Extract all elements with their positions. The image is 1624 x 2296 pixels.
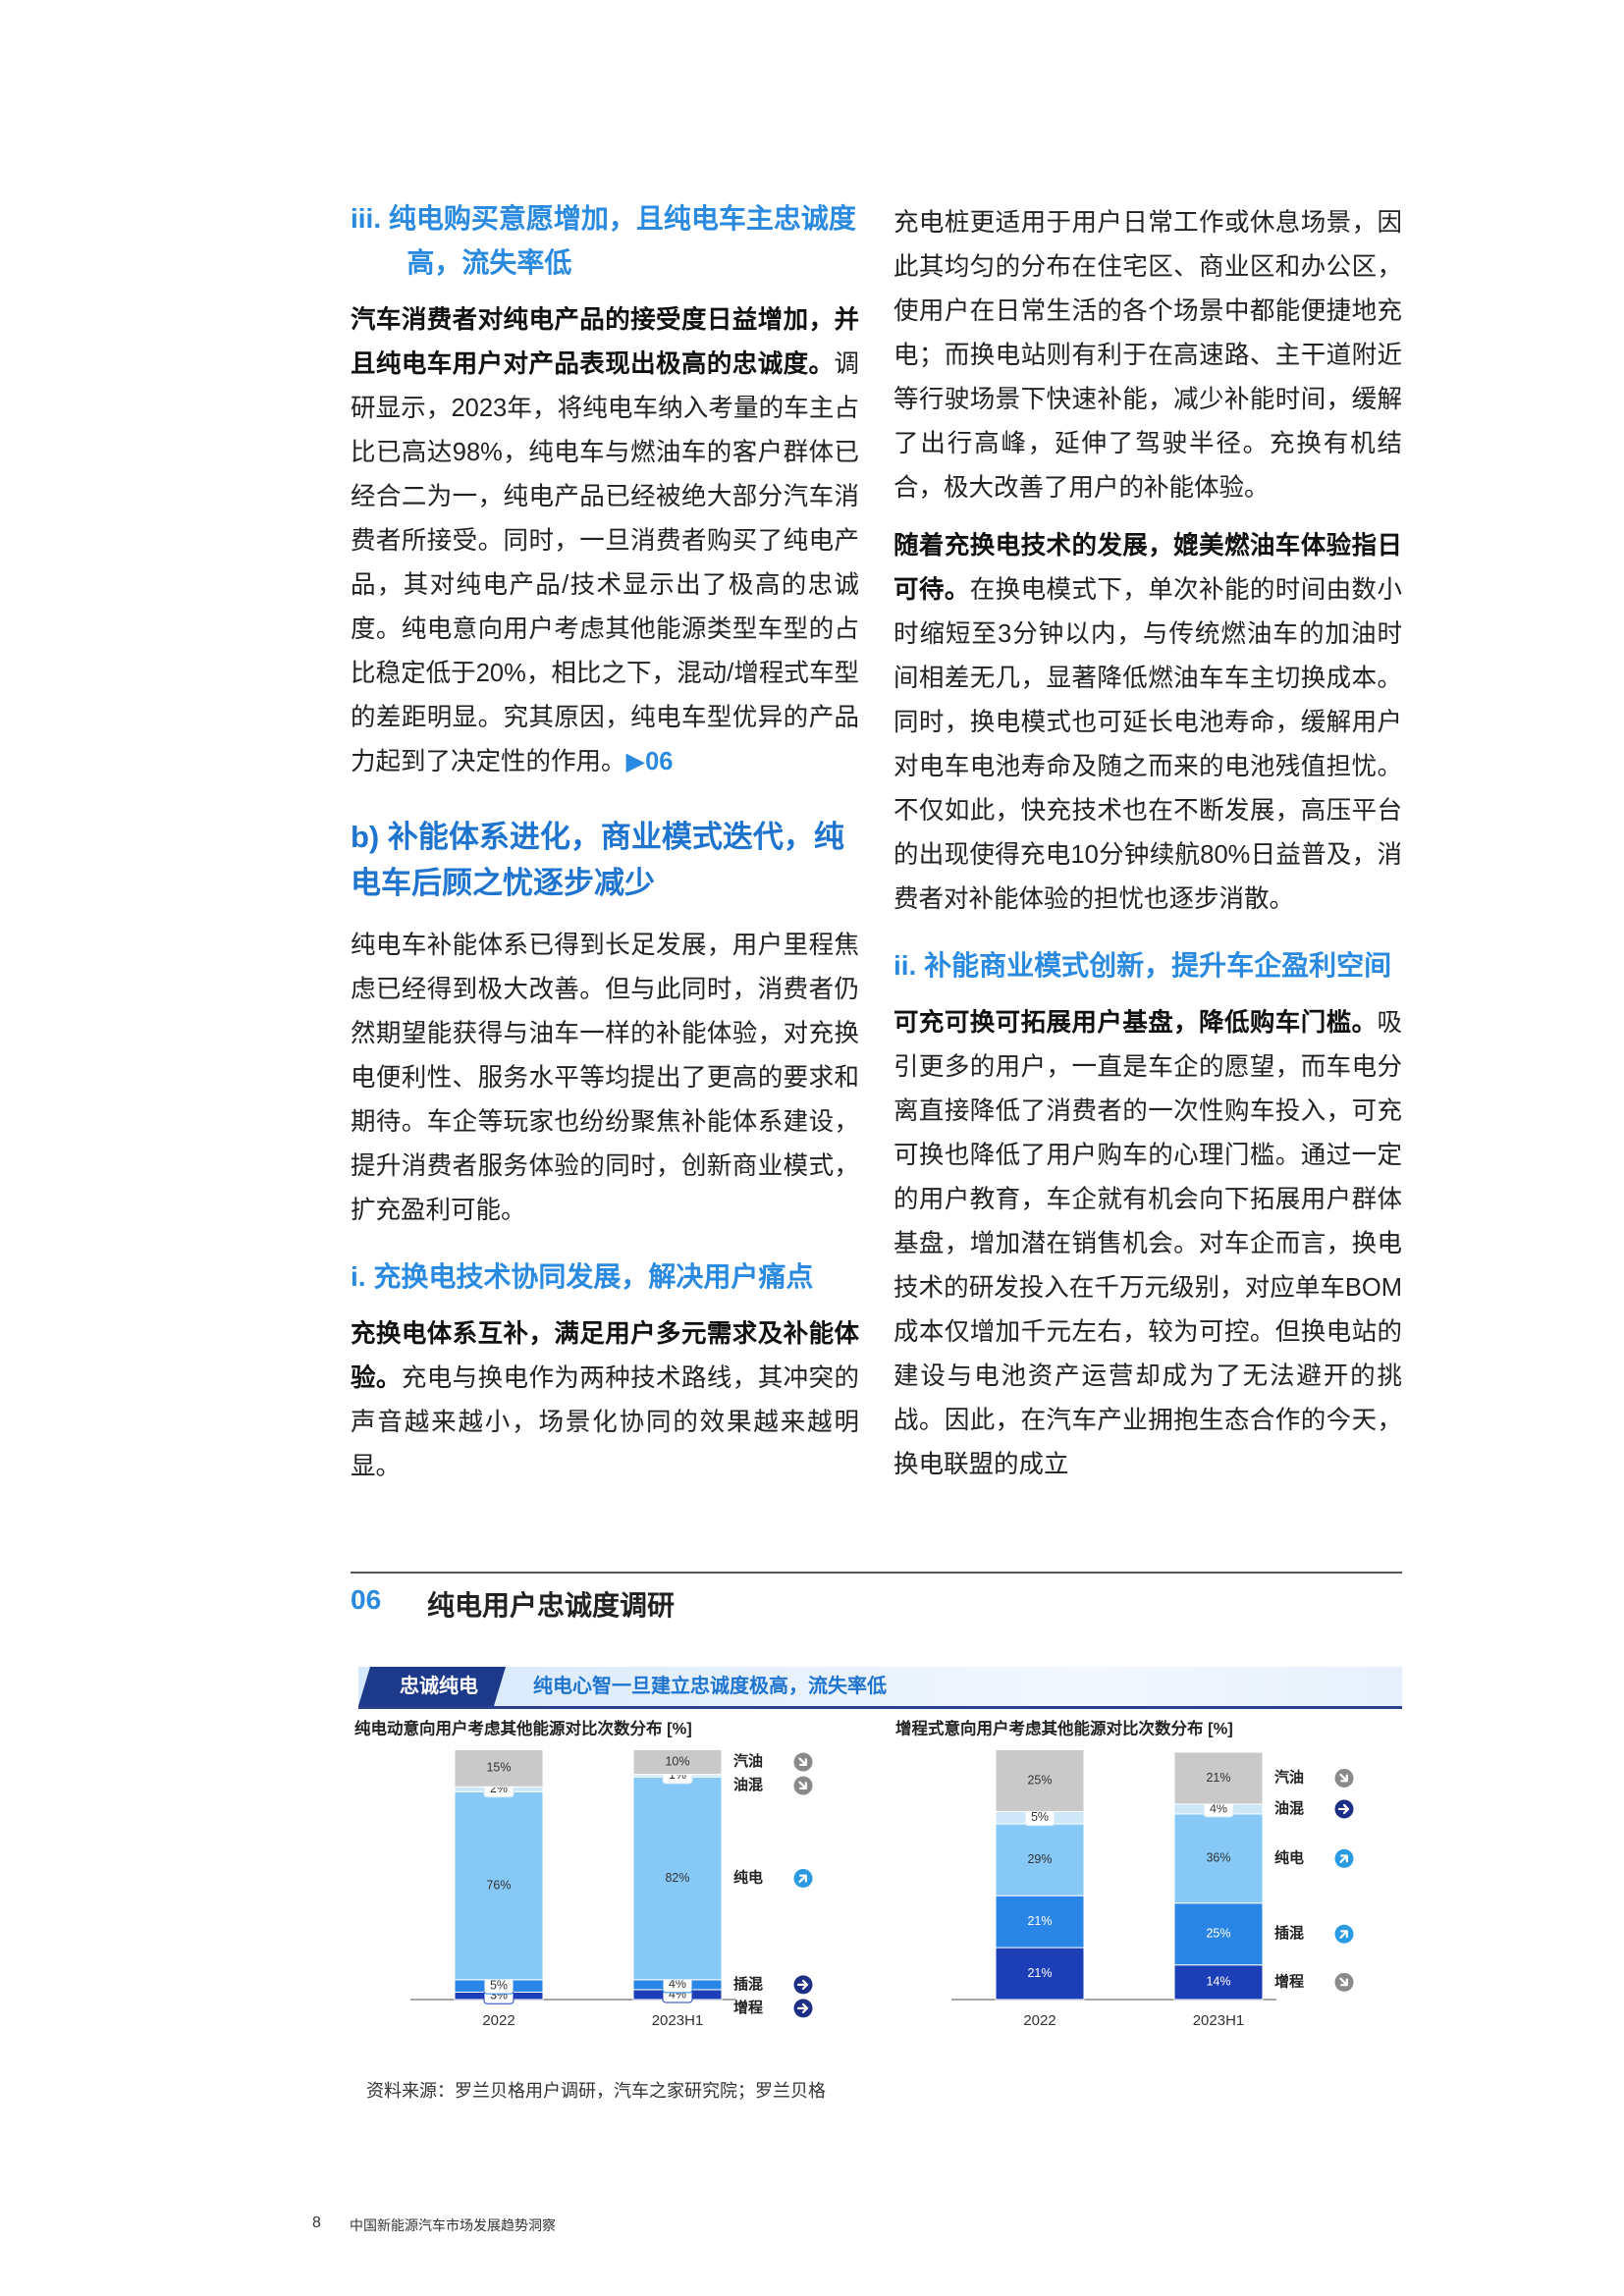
value-label: 36% xyxy=(1206,1851,1230,1865)
figure-title: 纯电用户忠诚度调研 xyxy=(427,1590,676,1621)
value-label: 5% xyxy=(1031,1810,1049,1824)
trend-arrow xyxy=(798,1874,807,1884)
paragraph: 充电桩更适用于用户日常工作或休息场景，因此其均匀的分布在住宅区、商业区和办公区，… xyxy=(893,201,1402,510)
legend-label: 油混 xyxy=(733,1776,763,1793)
page-number: 8 xyxy=(312,2215,321,2231)
charts: 纯电动意向用户考虑其他能源对比次数分布 [%]20223%5%76%2%15%2… xyxy=(354,1718,1354,2029)
bar-segment xyxy=(995,1947,1085,2001)
right-column: 充电桩更适用于用户日常工作或休息场景，因此其均匀的分布在住宅区、商业区和办公区，… xyxy=(893,201,1402,1501)
paragraph-text: 纯电车补能体系已得到长足发展，用户里程焦虑已经得到极大改善。但与此同时，消费者仍… xyxy=(351,932,859,1224)
paragraph-lead: 随着充换电技术的发展，媲美燃油车体验指日可待。 xyxy=(893,532,1402,604)
paragraph: 纯电车补能体系已得到长足发展，用户里程焦虑已经得到极大改善。但与此同时，消费者仍… xyxy=(351,924,859,1233)
left-column: iii. 纯电购买意愿增加，且纯电车主忠诚度高，流失率低 汽车消费者对纯电产品的接… xyxy=(351,196,859,1503)
x-tick-label: 2022 xyxy=(482,2012,514,2029)
subsection-heading: i. 充换电技术协同发展，解决用户痛点 xyxy=(351,1261,814,1292)
paragraph-text: 充电桩更适用于用户日常工作或休息场景，因此其均匀的分布在住宅区、商业区和办公区，… xyxy=(893,209,1402,502)
value-label: 76% xyxy=(486,1878,511,1892)
value-label: 4% xyxy=(669,1977,686,1991)
section-heading: b) 补能体系进化，商业模式迭代，纯电车后顾之忧逐步减少 xyxy=(351,820,844,900)
legend-label: 纯电 xyxy=(1274,1848,1304,1866)
trend-arrow xyxy=(1339,1930,1348,1939)
x-tick-label: 2023H1 xyxy=(1193,2012,1245,2029)
trend-arrow xyxy=(796,2002,809,2013)
trend-arrow xyxy=(1339,1977,1348,1987)
paragraph: 可充可换可拓展用户基盘，降低购车门槛。吸引更多的用户，一直是车企的愿望，而车电分… xyxy=(893,1001,1402,1487)
banner-tag: 忠诚纯电 xyxy=(358,1667,506,1706)
value-label: 4% xyxy=(1210,1801,1227,1815)
trend-icon xyxy=(793,1752,813,1772)
legend-label: 插混 xyxy=(1274,1924,1304,1942)
bar-segment xyxy=(632,1748,723,1776)
trend-icon xyxy=(793,1975,813,1995)
value-label: 25% xyxy=(1027,1773,1052,1787)
trend-arrow xyxy=(1339,1854,1348,1863)
legend-label: 增程 xyxy=(733,1999,763,2016)
trend-icon xyxy=(1334,1768,1354,1788)
source-note: 资料来源：罗兰贝格用户调研，汽车之家研究院；罗兰贝格 xyxy=(366,2081,826,2101)
value-label: 21% xyxy=(1027,1914,1052,1928)
paragraph: 随着充换电技术的发展，媲美燃油车体验指日可待。在换电模式下，单次补能的时间由数小… xyxy=(893,524,1402,922)
legend-label: 插混 xyxy=(733,1975,763,1993)
paragraph: 汽车消费者对纯电产品的接受度日益增加，并且纯电车用户对产品表现出极高的忠诚度。调… xyxy=(351,298,859,784)
paragraph-lead: 可充可换可拓展用户基盘，降低购车门槛。 xyxy=(893,1009,1378,1037)
bar-segment xyxy=(995,1895,1085,1949)
value-label: 5% xyxy=(490,1978,508,1992)
value-label: 29% xyxy=(1027,1852,1052,1866)
value-label: 10% xyxy=(665,1754,689,1768)
trend-arrow xyxy=(1337,1803,1350,1815)
paragraph-text: 吸引更多的用户，一直是车企的愿望，而车电分离直接降低了消费者的一次性购车投入，可… xyxy=(893,1009,1402,1478)
bar-segment xyxy=(1173,1964,1264,2001)
value-label: 15% xyxy=(486,1761,511,1775)
trend-icon xyxy=(1334,1972,1354,1992)
value-label: 25% xyxy=(1206,1927,1230,1941)
banner: 忠诚纯电 纯电心智一旦建立忠诚度极高，流失率低 xyxy=(358,1667,1402,1709)
trend-icon xyxy=(793,1999,813,2018)
trend-icon xyxy=(1334,1848,1354,1868)
figure-number: 06 xyxy=(351,1584,382,1615)
figure-rule xyxy=(351,1572,1402,1574)
x-tick-label: 2023H1 xyxy=(652,2012,704,2029)
paragraph-lead: 汽车消费者对纯电产品的接受度日益增加，并且纯电车用户对产品表现出极高的忠诚度。 xyxy=(351,306,859,378)
value-label: 21% xyxy=(1206,1771,1230,1785)
trend-icon xyxy=(793,1776,813,1795)
legend-label: 纯电 xyxy=(733,1868,763,1886)
bar-segment xyxy=(1173,1751,1264,1805)
trend-arrow xyxy=(1339,1773,1348,1783)
bar-segment xyxy=(632,1776,723,1981)
trend-arrow xyxy=(798,1757,807,1767)
bar-segment xyxy=(995,1823,1085,1896)
trend-icon xyxy=(1334,1924,1354,1944)
bar-segment xyxy=(1173,1902,1264,1966)
subsection-heading: ii. 补能商业模式创新，提升车企盈利空间 xyxy=(893,950,1392,981)
bar-segment xyxy=(1173,1813,1264,1904)
x-tick-label: 2022 xyxy=(1023,2012,1056,2029)
paragraph-lead: 充换电体系互补，满足用户多元需求及补能体验。 xyxy=(351,1320,859,1392)
trend-icon xyxy=(793,1869,813,1889)
paragraph-text: 在换电模式下，单次补能的时间由数小时缩短至3分钟以内，与传统燃油车的加油时间相差… xyxy=(893,576,1402,913)
value-label: 21% xyxy=(1027,1966,1052,1980)
legend-label: 汽油 xyxy=(733,1752,763,1770)
footer-title: 中国新能源汽车市场发展趋势洞察 xyxy=(350,2217,556,2233)
chart-title: 纯电动意向用户考虑其他能源对比次数分布 [%] xyxy=(354,1718,692,1737)
bar-segment xyxy=(454,1790,544,1981)
bar-segment xyxy=(454,1748,544,1788)
subsection-heading: iii. 纯电购买意愿增加，且纯电车主忠诚度高，流失率低 xyxy=(351,203,856,278)
legend-label: 汽油 xyxy=(1274,1768,1304,1786)
paragraph-text: 调研显示，2023年，将纯电车纳入考量的车主占比已高达98%，纯电车与燃油车的客… xyxy=(351,350,859,775)
trend-icon xyxy=(1334,1799,1354,1819)
chart-title: 增程式意向用户考虑其他能源对比次数分布 [%] xyxy=(895,1718,1233,1737)
bar-segment xyxy=(995,1748,1085,1812)
paragraph-text: 充电与换电作为两种技术路线，其冲突的声音越来越小，场景化协同的效果越来越明显。 xyxy=(351,1364,859,1480)
paragraph: 充换电体系互补，满足用户多元需求及补能体验。充电与换电作为两种技术路线，其冲突的… xyxy=(351,1312,859,1489)
value-label: 14% xyxy=(1206,1975,1230,1989)
figure-reference: ▶06 xyxy=(625,748,674,775)
banner-text: 纯电心智一旦建立忠诚度极高，流失率低 xyxy=(533,1676,887,1697)
value-label: 82% xyxy=(665,1871,689,1885)
legend-label: 油混 xyxy=(1274,1799,1304,1817)
trend-arrow xyxy=(798,1781,807,1790)
trend-arrow xyxy=(796,1979,809,1990)
legend-label: 增程 xyxy=(1274,1972,1304,1990)
